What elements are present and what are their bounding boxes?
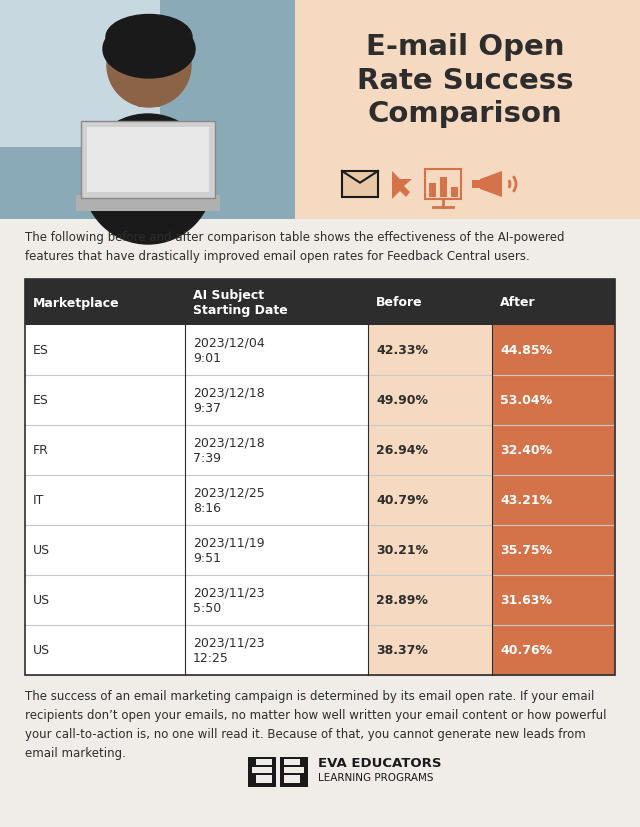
Text: 2023/12/18
9:37: 2023/12/18 9:37 bbox=[193, 386, 265, 414]
Circle shape bbox=[107, 24, 191, 108]
FancyBboxPatch shape bbox=[256, 775, 272, 783]
Text: 2023/11/23
12:25: 2023/11/23 12:25 bbox=[193, 636, 264, 664]
Text: After: After bbox=[500, 296, 536, 309]
Text: 49.90%: 49.90% bbox=[376, 394, 428, 407]
Text: Marketplace: Marketplace bbox=[33, 296, 120, 309]
FancyBboxPatch shape bbox=[138, 83, 160, 108]
FancyBboxPatch shape bbox=[248, 757, 276, 787]
Text: The success of an email marketing campaign is determined by its email open rate.: The success of an email marketing campai… bbox=[25, 689, 607, 759]
Text: Before: Before bbox=[376, 296, 422, 309]
FancyBboxPatch shape bbox=[492, 576, 615, 625]
Text: 31.63%: 31.63% bbox=[500, 594, 552, 607]
FancyBboxPatch shape bbox=[0, 0, 300, 220]
FancyBboxPatch shape bbox=[368, 576, 492, 625]
Text: 43.21%: 43.21% bbox=[500, 494, 552, 507]
Text: 40.79%: 40.79% bbox=[376, 494, 428, 507]
Text: 44.85%: 44.85% bbox=[500, 344, 552, 357]
Text: 53.04%: 53.04% bbox=[500, 394, 552, 407]
FancyBboxPatch shape bbox=[256, 759, 272, 765]
FancyBboxPatch shape bbox=[368, 326, 492, 375]
FancyBboxPatch shape bbox=[492, 525, 615, 576]
Text: US: US bbox=[33, 643, 50, 657]
Ellipse shape bbox=[106, 16, 192, 60]
FancyBboxPatch shape bbox=[492, 375, 615, 425]
FancyBboxPatch shape bbox=[451, 188, 458, 198]
Text: 2023/12/18
7:39: 2023/12/18 7:39 bbox=[193, 437, 265, 465]
FancyBboxPatch shape bbox=[368, 525, 492, 576]
FancyBboxPatch shape bbox=[185, 576, 368, 625]
Text: 40.76%: 40.76% bbox=[500, 643, 552, 657]
Text: IT: IT bbox=[33, 494, 44, 507]
FancyBboxPatch shape bbox=[185, 425, 368, 476]
FancyBboxPatch shape bbox=[368, 476, 492, 525]
FancyBboxPatch shape bbox=[25, 525, 185, 576]
FancyBboxPatch shape bbox=[472, 181, 482, 189]
FancyBboxPatch shape bbox=[280, 757, 308, 787]
Polygon shape bbox=[480, 172, 502, 198]
Text: 35.75%: 35.75% bbox=[500, 544, 552, 557]
Text: 30.21%: 30.21% bbox=[376, 544, 428, 557]
Text: 32.40%: 32.40% bbox=[500, 444, 552, 457]
FancyBboxPatch shape bbox=[284, 775, 300, 783]
FancyBboxPatch shape bbox=[295, 0, 640, 220]
Text: 2023/11/19
9:51: 2023/11/19 9:51 bbox=[193, 537, 264, 564]
Text: ES: ES bbox=[33, 394, 49, 407]
FancyBboxPatch shape bbox=[25, 280, 615, 326]
Text: 42.33%: 42.33% bbox=[376, 344, 428, 357]
FancyBboxPatch shape bbox=[368, 425, 492, 476]
FancyBboxPatch shape bbox=[492, 425, 615, 476]
FancyBboxPatch shape bbox=[185, 525, 368, 576]
FancyBboxPatch shape bbox=[429, 184, 436, 198]
FancyBboxPatch shape bbox=[185, 375, 368, 425]
Ellipse shape bbox=[103, 21, 195, 79]
FancyBboxPatch shape bbox=[25, 375, 185, 425]
FancyBboxPatch shape bbox=[284, 759, 300, 765]
FancyBboxPatch shape bbox=[342, 172, 378, 198]
FancyBboxPatch shape bbox=[76, 196, 220, 212]
Text: US: US bbox=[33, 594, 50, 607]
FancyBboxPatch shape bbox=[368, 625, 492, 675]
Text: 28.89%: 28.89% bbox=[376, 594, 428, 607]
FancyBboxPatch shape bbox=[492, 326, 615, 375]
FancyBboxPatch shape bbox=[492, 625, 615, 675]
FancyBboxPatch shape bbox=[492, 476, 615, 525]
Polygon shape bbox=[392, 172, 412, 200]
Text: 26.94%: 26.94% bbox=[376, 444, 428, 457]
Text: EVA EDUCATORS: EVA EDUCATORS bbox=[318, 757, 442, 770]
Text: ES: ES bbox=[33, 344, 49, 357]
FancyBboxPatch shape bbox=[440, 178, 447, 198]
FancyBboxPatch shape bbox=[185, 476, 368, 525]
Text: E-mail Open
Rate Success
Comparison: E-mail Open Rate Success Comparison bbox=[356, 33, 573, 128]
FancyBboxPatch shape bbox=[0, 218, 640, 827]
FancyBboxPatch shape bbox=[25, 576, 185, 625]
Text: LEARNING PROGRAMS: LEARNING PROGRAMS bbox=[318, 772, 433, 782]
FancyBboxPatch shape bbox=[25, 476, 185, 525]
Text: AI Subject
Starting Date: AI Subject Starting Date bbox=[193, 289, 288, 317]
Text: FR: FR bbox=[33, 444, 49, 457]
Text: 2023/12/04
9:01: 2023/12/04 9:01 bbox=[193, 337, 265, 365]
Text: US: US bbox=[33, 544, 50, 557]
FancyBboxPatch shape bbox=[81, 122, 215, 198]
Text: The following before and after comparison table shows the effectiveness of the A: The following before and after compariso… bbox=[25, 231, 564, 263]
FancyBboxPatch shape bbox=[185, 326, 368, 375]
FancyBboxPatch shape bbox=[87, 128, 209, 193]
Ellipse shape bbox=[83, 115, 213, 245]
FancyBboxPatch shape bbox=[25, 326, 185, 375]
FancyBboxPatch shape bbox=[25, 425, 185, 476]
Text: 38.37%: 38.37% bbox=[376, 643, 428, 657]
FancyBboxPatch shape bbox=[185, 625, 368, 675]
FancyBboxPatch shape bbox=[368, 375, 492, 425]
FancyBboxPatch shape bbox=[252, 767, 272, 773]
Text: 2023/12/25
8:16: 2023/12/25 8:16 bbox=[193, 486, 265, 514]
Text: 2023/11/23
5:50: 2023/11/23 5:50 bbox=[193, 586, 264, 614]
FancyBboxPatch shape bbox=[0, 0, 160, 148]
FancyBboxPatch shape bbox=[284, 767, 304, 773]
FancyBboxPatch shape bbox=[25, 625, 185, 675]
